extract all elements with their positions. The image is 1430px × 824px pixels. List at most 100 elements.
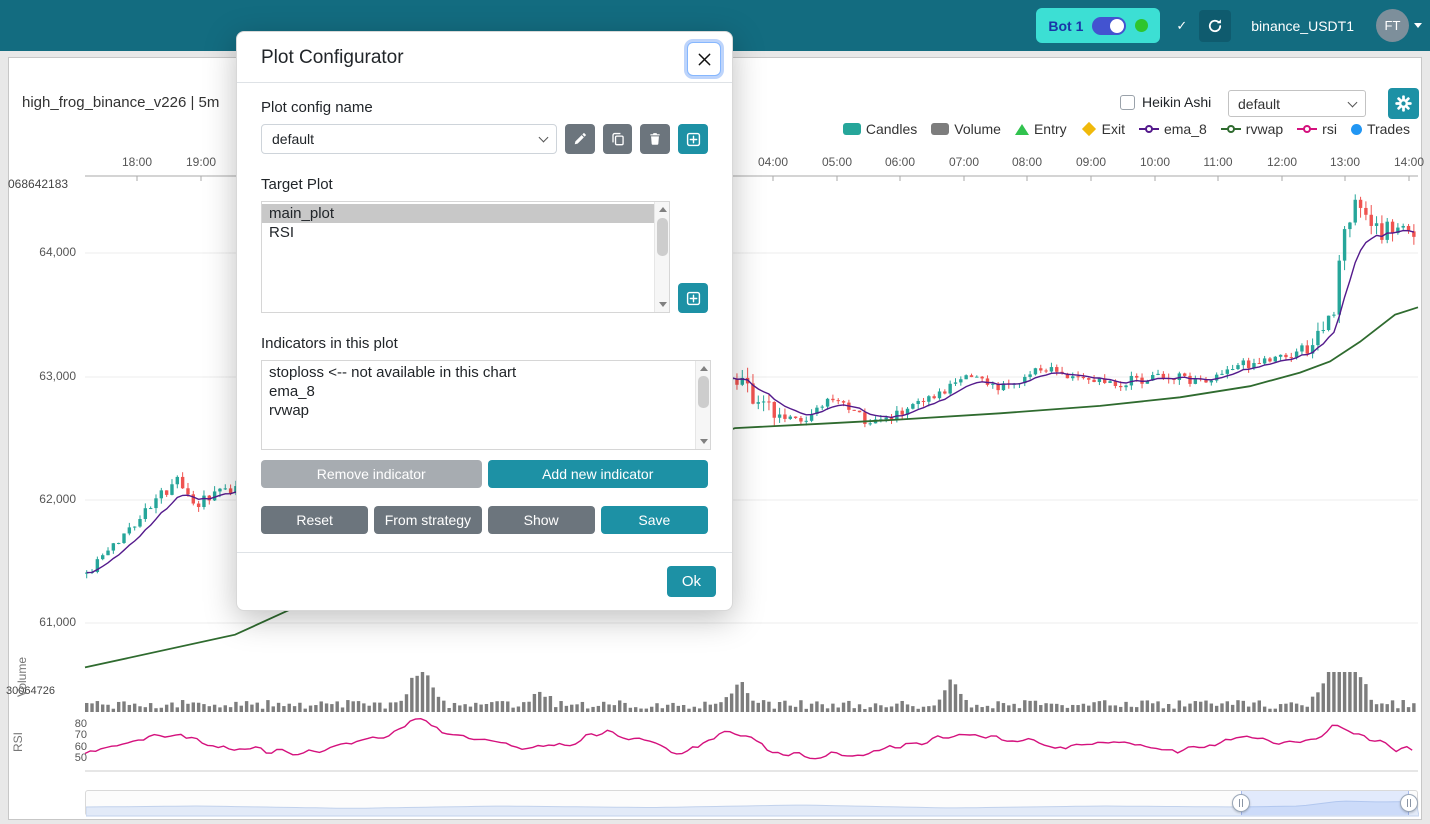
legend-label: Exit	[1101, 121, 1125, 137]
add-plot-button[interactable]	[678, 283, 708, 313]
time-axis-label: 07:00	[948, 155, 980, 169]
scrollbar[interactable]	[695, 361, 710, 449]
price-axis-label: 63,000	[39, 369, 76, 383]
time-axis-label: 18:00	[121, 155, 153, 169]
indicators-listbox[interactable]: stoploss <-- not available in this chart…	[261, 360, 711, 450]
remove-indicator-button[interactable]: Remove indicator	[261, 460, 482, 488]
indicator-option[interactable]: rvwap	[269, 402, 310, 419]
indicator-option[interactable]: ema_8	[269, 383, 315, 400]
legend-item-rsi[interactable]: rsi	[1297, 121, 1337, 137]
target-plot-listbox[interactable]: main_plot RSI	[261, 201, 671, 313]
legend-label: Trades	[1366, 121, 1410, 137]
datazoom-right-handle[interactable]	[1400, 794, 1418, 812]
refresh-button[interactable]	[1199, 9, 1232, 42]
scrollbar-thumb[interactable]	[657, 218, 669, 256]
price-axis-label: 64,000	[39, 245, 76, 259]
ema_8-legend-icon	[1138, 125, 1159, 133]
add-config-button[interactable]	[678, 124, 709, 154]
target-plot-option[interactable]: main_plot	[262, 204, 655, 223]
copy-icon	[611, 132, 624, 146]
datazoom-slider[interactable]	[85, 790, 1419, 817]
scroll-up-arrow[interactable]	[696, 361, 710, 375]
modal-header: Plot Configurator	[237, 32, 732, 83]
save-button[interactable]: Save	[600, 506, 708, 534]
rsi-axis-label: 80	[74, 718, 87, 730]
chevron-down-icon[interactable]	[1414, 23, 1422, 28]
config-buttons-row: Reset From strategy Show Save	[261, 506, 708, 534]
legend-item-volume[interactable]: Volume	[931, 121, 1001, 137]
price-axis-label: 62,000	[39, 492, 76, 506]
datazoom-left-handle[interactable]	[1232, 794, 1250, 812]
legend-item-candles[interactable]: Candles	[842, 121, 917, 137]
pencil-icon	[574, 133, 586, 145]
target-plot-option[interactable]: RSI	[269, 224, 295, 241]
volume-legend-icon	[931, 123, 950, 135]
rename-config-button[interactable]	[564, 124, 595, 154]
bot-toggle[interactable]	[1092, 16, 1127, 35]
price-axis-label: 61,000	[39, 615, 76, 629]
config-name-value: default	[272, 131, 315, 147]
scrollbar-thumb[interactable]	[698, 376, 709, 408]
candles-legend-icon	[842, 123, 861, 135]
scroll-down-arrow[interactable]	[655, 298, 669, 312]
time-axis-label: 06:00	[884, 155, 916, 169]
datazoom-profile	[86, 800, 1419, 817]
plot-configurator-modal: Plot Configurator Plot config name defau…	[236, 31, 733, 611]
add-new-indicator-button[interactable]: Add new indicator	[487, 460, 708, 488]
rvwap-legend-icon	[1220, 125, 1241, 133]
legend-item-entry[interactable]: Entry	[1014, 121, 1067, 137]
trades-legend-icon	[1350, 123, 1362, 135]
scrollbar[interactable]	[654, 202, 670, 312]
delete-config-button[interactable]	[640, 124, 671, 154]
trash-icon	[650, 133, 660, 145]
target-plot-row: main_plot RSI	[261, 201, 708, 313]
from-strategy-button[interactable]: From strategy	[374, 506, 482, 534]
heikin-ashi-checkbox[interactable]	[1120, 95, 1135, 110]
target-plot-label: Target Plot	[261, 176, 333, 193]
config-name-select[interactable]: default	[261, 124, 557, 154]
legend-label: rvwap	[1245, 121, 1284, 137]
plot-scheme-value: default	[1238, 95, 1281, 112]
legend-item-exit[interactable]: Exit	[1081, 121, 1125, 137]
indicator-buttons-row: Remove indicator Add new indicator	[261, 460, 708, 488]
volume-axis-value-label: 30064726	[6, 685, 55, 697]
plot-scheme-select[interactable]: default	[1228, 90, 1366, 117]
datazoom-selection[interactable]	[1241, 791, 1409, 815]
legend-label: Entry	[1033, 121, 1067, 137]
scroll-down-arrow[interactable]	[696, 435, 710, 449]
time-axis-label: 09:00	[1075, 155, 1107, 169]
rsi-axis-label: 50	[74, 752, 87, 764]
avatar[interactable]: FT	[1376, 9, 1409, 42]
chart-legend: Candles Volume Entry Exit ema_8 rvwap rsi Trade…	[842, 121, 1410, 137]
gear-icon	[1395, 95, 1412, 112]
indicator-option[interactable]: stoploss <-- not available in this chart	[269, 364, 517, 381]
duplicate-config-button[interactable]	[602, 124, 633, 154]
time-axis-label: 19:00	[185, 155, 217, 169]
entry-legend-icon	[1014, 123, 1029, 135]
scroll-up-arrow[interactable]	[655, 202, 669, 216]
legend-label: ema_8	[1163, 121, 1207, 137]
time-axis-label: 11:00	[1203, 155, 1233, 169]
chart-title: high_frog_binance_v226 | 5m	[22, 94, 220, 111]
exit-legend-icon	[1081, 121, 1096, 137]
show-button[interactable]: Show	[487, 506, 595, 534]
ok-button[interactable]: Ok	[666, 566, 716, 597]
legend-item-ema_8[interactable]: ema_8	[1138, 121, 1207, 137]
chevron-down-icon	[538, 132, 549, 143]
close-button[interactable]	[687, 42, 721, 76]
volume-subplot-title: Volume	[15, 656, 29, 698]
time-axis-label: 12:00	[1266, 155, 1298, 169]
plus-square-icon	[686, 291, 700, 305]
plot-config-gear-button[interactable]	[1388, 88, 1419, 119]
chevron-down-icon	[1347, 97, 1358, 108]
close-icon	[698, 53, 710, 65]
time-axis-label: 14:00	[1393, 155, 1425, 169]
check-icon: ✓	[1176, 17, 1188, 33]
reset-button[interactable]: Reset	[261, 506, 369, 534]
legend-item-rvwap[interactable]: rvwap	[1220, 121, 1284, 137]
bot-selector[interactable]: Bot 1	[1036, 8, 1161, 43]
indicators-label: Indicators in this plot	[261, 335, 398, 352]
rsi-axis-label: 70	[74, 729, 87, 741]
legend-item-trades[interactable]: Trades	[1350, 121, 1410, 137]
